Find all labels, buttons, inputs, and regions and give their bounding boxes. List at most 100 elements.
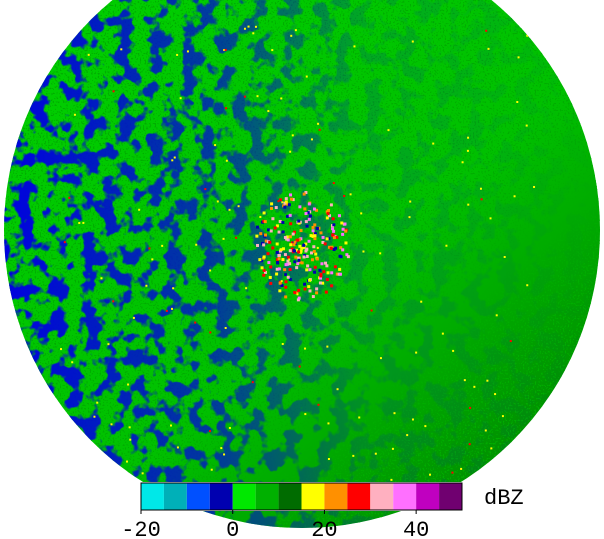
echo-speck (338, 268, 341, 271)
echo-speck (277, 200, 279, 202)
echo-speck (312, 245, 315, 248)
echo-speck (285, 197, 288, 200)
echo-speck (303, 193, 306, 196)
echo-speck (133, 317, 135, 319)
echo-speck (502, 415, 504, 417)
echo-speck (225, 49, 227, 51)
echo-speck (332, 217, 335, 220)
echo-speck (312, 229, 315, 232)
echo-speck (295, 29, 297, 31)
echo-speck (281, 280, 283, 282)
echo-speck (284, 236, 287, 239)
echo-speck (485, 429, 487, 431)
echo-speck (262, 243, 265, 246)
echo-speck (270, 202, 273, 205)
echo-speck (214, 144, 216, 146)
echo-speck (297, 250, 300, 253)
echo-speck (469, 443, 471, 445)
echo-speck (488, 48, 490, 50)
echo-speck (229, 209, 231, 211)
echo-speck (319, 274, 322, 277)
echo-speck (496, 314, 498, 316)
echo-speck (68, 197, 70, 199)
echo-speck (278, 289, 281, 292)
echo-speck (269, 265, 272, 268)
echo-speck (315, 287, 318, 290)
echo-speck (358, 416, 360, 418)
echo-speck (285, 280, 288, 283)
echo-speck (297, 293, 299, 295)
echo-speck (270, 229, 273, 232)
echo-speck (195, 244, 197, 246)
echo-speck (493, 474, 495, 476)
echo-speck (293, 249, 296, 252)
echo-speck (314, 266, 317, 269)
echo-speck (88, 54, 90, 56)
echo-speck (110, 423, 112, 425)
colorbar-box (439, 483, 462, 510)
echo-speck (308, 240, 311, 243)
echo-speck (180, 97, 182, 99)
echo-speck (320, 262, 323, 265)
echo-speck (313, 271, 316, 274)
echo-speck (360, 212, 362, 214)
echo-speck (306, 76, 308, 78)
echo-speck (467, 204, 469, 206)
echo-speck (333, 182, 335, 184)
echo-speck (352, 455, 354, 457)
echo-speck (327, 212, 330, 215)
echo-speck (311, 258, 314, 261)
echo-speck (337, 388, 339, 390)
echo-speck (142, 472, 144, 474)
echo-speck (339, 273, 342, 276)
echo-speck (145, 285, 147, 287)
echo-speck (274, 226, 277, 229)
echo-speck (262, 274, 265, 277)
echo-speck (284, 273, 287, 276)
echo-speck (295, 266, 298, 269)
echo-speck (301, 261, 304, 264)
echo-speck (342, 228, 345, 231)
echo-speck (161, 245, 163, 247)
echo-speck (286, 215, 289, 218)
echo-speck (469, 407, 471, 409)
echo-speck (302, 244, 305, 247)
echo-speck (331, 227, 334, 230)
echo-speck (293, 260, 296, 263)
echo-speck (325, 264, 328, 267)
echo-speck (279, 282, 282, 285)
echo-speck (317, 247, 319, 249)
echo-speck (261, 266, 264, 269)
echo-speck (299, 366, 301, 368)
colorbar-box (416, 483, 439, 510)
echo-speck (526, 284, 528, 286)
echo-speck (315, 291, 318, 294)
echo-speck (88, 456, 90, 458)
echo-speck (324, 242, 327, 245)
radar-view: -2002040dBZ (0, 0, 604, 539)
echo-speck (312, 295, 315, 298)
echo-speck (289, 214, 292, 217)
colorbar-box (347, 483, 370, 510)
echo-speck (298, 205, 301, 208)
echo-speck (248, 26, 250, 28)
echo-speck (327, 271, 330, 274)
echo-speck (279, 220, 282, 223)
echo-speck (327, 422, 329, 424)
echo-speck (245, 287, 247, 289)
echo-speck (84, 464, 86, 466)
echo-speck (275, 206, 278, 209)
echo-speck (225, 107, 227, 109)
echo-speck (317, 123, 319, 125)
echo-speck (298, 297, 301, 300)
echo-speck (451, 472, 453, 474)
echo-speck (460, 468, 462, 470)
echo-speck (71, 361, 73, 363)
echo-speck (328, 458, 330, 460)
echo-speck (306, 255, 309, 258)
colorbar-box (302, 483, 325, 510)
echo-speck (319, 281, 322, 284)
colorbar-box (393, 483, 416, 510)
echo-speck (172, 287, 174, 289)
echo-speck (170, 425, 172, 427)
